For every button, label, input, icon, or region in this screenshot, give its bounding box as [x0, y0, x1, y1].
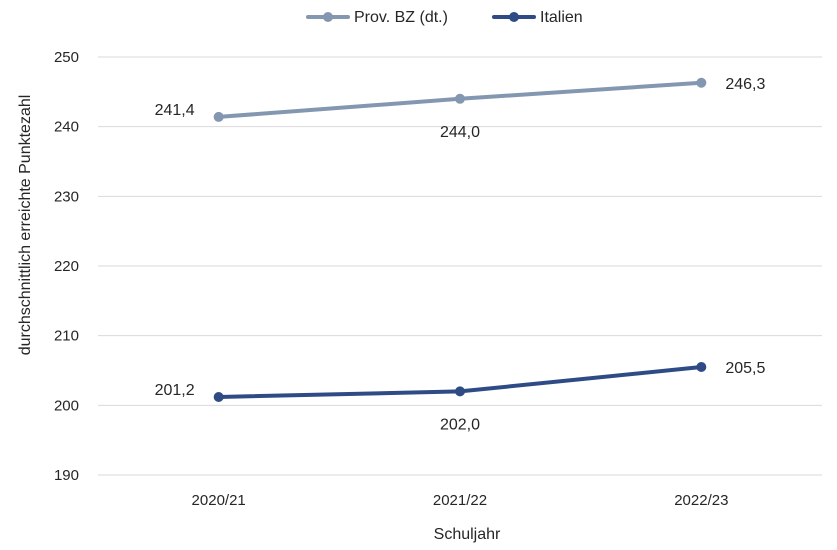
x-tick-label: 2020/21: [192, 492, 246, 509]
data-label: 205,5: [725, 360, 765, 377]
x-tick-label: 2022/23: [674, 492, 728, 509]
data-label: 246,3: [725, 76, 765, 93]
legend-swatch-marker: [323, 12, 333, 22]
y-tick-label: 200: [54, 397, 79, 414]
legend-label: Prov. BZ (dt.): [354, 9, 448, 26]
data-label: 244,0: [440, 124, 480, 141]
data-point: [213, 391, 224, 402]
data-labels: 241,4 244,0 246,3 201,2 202,0 205,5: [155, 76, 766, 434]
y-tick-label: 220: [54, 258, 79, 275]
x-axis-ticks: 2020/21 2021/22 2022/23: [192, 492, 729, 509]
y-axis-label: durchschnittlich erreichte Punktezahl: [17, 95, 34, 356]
data-point: [213, 111, 224, 122]
data-point: [696, 362, 707, 373]
legend-swatch-marker: [509, 12, 519, 22]
data-point: [696, 77, 707, 88]
x-tick-label: 2021/22: [433, 492, 487, 509]
data-label: 201,2: [155, 382, 195, 399]
data-point: [455, 386, 465, 397]
x-axis-label: Schuljahr: [434, 526, 501, 543]
y-tick-label: 250: [54, 49, 79, 66]
data-label: 202,0: [440, 416, 480, 433]
data-point: [455, 93, 465, 104]
data-label: 241,4: [155, 102, 195, 119]
gridlines: [98, 56, 822, 476]
y-tick-label: 240: [54, 119, 79, 136]
y-tick-label: 210: [54, 328, 79, 345]
legend-item-0: Prov. BZ (dt.): [306, 9, 448, 26]
y-tick-label: 190: [54, 467, 79, 484]
legend: Prov. BZ (dt.) Italien: [306, 9, 583, 26]
y-tick-label: 230: [54, 188, 79, 205]
legend-item-1: Italien: [492, 9, 583, 26]
y-axis-ticks: 190 200 210 220 230 240 250: [54, 49, 79, 484]
legend-label: Italien: [540, 9, 583, 26]
series-lines: [213, 77, 707, 402]
